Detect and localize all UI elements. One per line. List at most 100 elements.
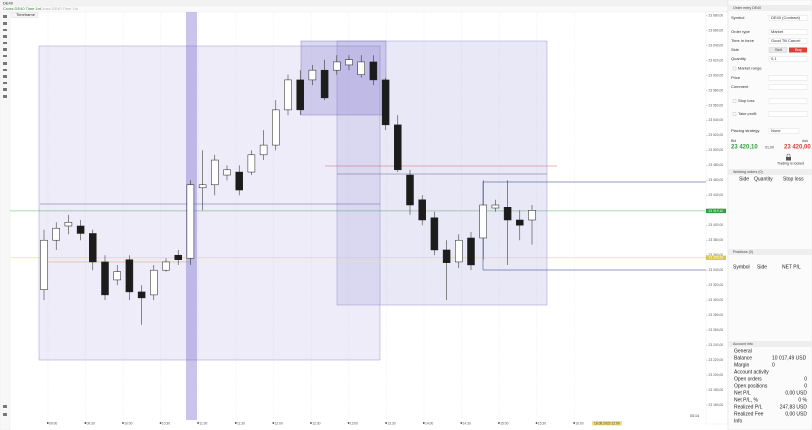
x-tick [423,422,425,424]
lock-shackle [786,153,791,157]
y-tick-label: 23 300,00 [709,298,724,302]
y-tick-label: 23 540,00 [709,118,724,122]
field-label: Quantity [731,56,746,61]
x-tick-label: 15:30 [538,421,546,425]
checkbox[interactable] [732,99,737,103]
x-tick-label: 09:00 [49,421,57,425]
x-tick-label: 12:00 [275,421,283,425]
field-label: Comment [731,84,749,89]
field-label: Placing strategy [731,128,759,133]
candle-body [101,261,109,296]
x-tick-label: 10:00 [124,421,132,425]
column-header: NET P/L [782,264,801,270]
candle-body [528,210,536,221]
locked-label: Trading is locked [777,161,804,165]
x-tick [47,422,49,424]
x-tick [197,422,199,424]
y-tick-label: 23 600,00 [709,73,724,77]
drawing-rectangle [38,45,381,361]
bid-label: Bid [731,139,736,143]
row-value: 10 017,49 USD [772,355,807,361]
candle-body [137,291,146,299]
candle-body [345,59,353,66]
column-header: Quantity [754,176,773,182]
symbol-label[interactable]: Cross DE40 Time 1m [3,6,42,11]
buy-button[interactable] [789,47,807,53]
y-tick-label: 23 180,00 [709,388,724,392]
candle-body [308,69,317,81]
x-tick [498,422,500,424]
tool-icons[interactable] [3,15,7,416]
candle-body [442,249,451,263]
input-field[interactable] [768,56,808,62]
y-tick-label: 23 620,00 [709,58,724,62]
row-label: Open positions [734,383,768,389]
y-tick-label: 23 500,00 [709,148,724,152]
checkbox[interactable] [732,66,737,71]
column-header: Side [757,264,767,270]
candle-body [491,204,500,209]
timeframe-label[interactable]: Timeframe [16,12,36,17]
sell-button[interactable] [768,47,788,53]
candle-body [467,237,475,266]
candle-body [259,144,268,156]
ask-label: Ask [802,139,808,143]
field-label: Symbol [731,15,744,20]
x-tick [460,422,463,424]
x-tick [535,422,538,424]
candle-body [272,109,280,146]
date-marker-box [592,421,622,426]
ask-price: 23 420,00 [784,145,811,151]
panel-title: Positions (0) [733,250,753,254]
toolbar [0,5,729,13]
x-tick [235,422,237,424]
y-tick-label: 23 520,00 [709,133,724,137]
input-field[interactable] [768,29,808,35]
row-value: 0 [804,383,807,389]
input-field[interactable] [768,15,808,21]
x-tick [122,422,124,424]
info-label: Cross DE40 Time 1m [40,6,79,11]
x-tick [385,422,387,424]
bid-price: 23 420,10 [731,145,758,151]
candle-body [89,233,97,263]
y-tick-label: 23 220,00 [709,358,724,362]
field-label: Time in force [731,38,755,43]
clock: 03:14 [690,414,699,418]
candle-body [113,271,121,281]
input-field[interactable] [768,98,808,104]
candle-body [76,225,85,234]
candle-body [516,219,524,226]
checkbox-label: Stop loss [738,98,754,103]
input-field[interactable] [768,84,808,90]
column-header: Stop loss [783,176,804,182]
panel-title: Order entry DE40 [733,6,761,10]
y-tick-label: 23 480,00 [709,163,724,167]
candle-body [211,159,219,186]
field-label: Order type [731,29,751,34]
input-field[interactable] [768,128,800,134]
candle-body [296,79,304,111]
field-value: DE40 (Contract) [771,15,801,20]
panel-header [728,169,812,175]
y-tick-label: 23 560,00 [709,103,724,107]
drawing-rectangle [336,40,548,306]
price-marker-label: 23 356,50 [709,256,724,260]
input-field[interactable] [768,111,808,117]
x-tick-label: 13:30 [387,421,395,425]
row-value: 0,00 USD [785,390,807,396]
y-tick-label: 23 440,00 [709,193,724,197]
price-marker-tag [706,255,726,261]
x-tick-label: 12:30 [312,421,320,425]
input-field[interactable] [768,75,808,81]
y-tick-label: 23 680,00 [709,13,724,17]
row-label: Balance [734,355,752,361]
row-label: Net P/L, % [734,397,758,403]
date-marker: 16.05.2023 12:00 [594,421,620,425]
price-marker-label: 23 419,10 [709,209,724,213]
candle-body [406,174,414,206]
input-field[interactable] [768,38,808,44]
timeframe-button[interactable] [10,12,39,18]
checkbox[interactable] [732,112,737,116]
x-tick [84,422,87,424]
